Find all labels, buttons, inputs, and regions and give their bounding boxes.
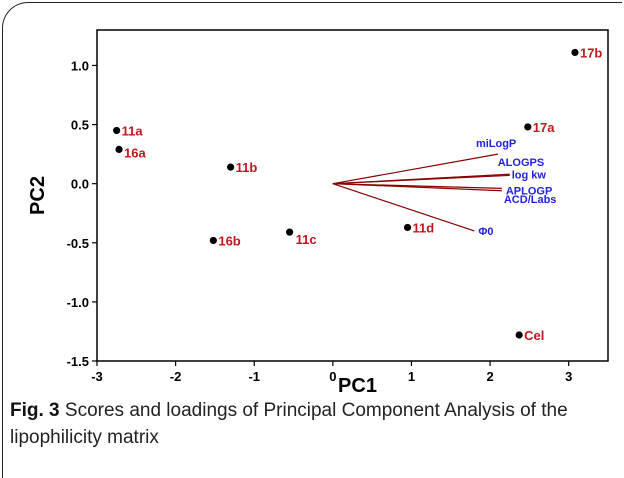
- score-point: [286, 228, 294, 236]
- score-point: [403, 223, 412, 232]
- loading-vector: [332, 174, 510, 185]
- loading-label: APLOGP: [506, 185, 552, 197]
- loading-vector: [332, 183, 475, 232]
- y-tick-label: -1.5: [67, 354, 89, 369]
- figure-caption: Fig. 3 Scores and loadings of Principal …: [10, 397, 610, 451]
- score-label: 11b: [236, 160, 258, 175]
- x-axis-title: PC1: [338, 375, 377, 397]
- pca-biplot: -3 -2 -1 0 1 2 3 -1.5 -1.0 -0.5 0.0 0.5 1.0 PC1 PC2 mi…: [27, 29, 609, 397]
- x-tick-label: -3: [91, 369, 103, 384]
- score-point: [115, 145, 123, 153]
- score-label: 11c: [296, 232, 317, 247]
- scores-layer: 11a 16a 11b 16b 11c 11d 17a 17b Cel: [113, 45, 602, 343]
- score-point: [209, 236, 217, 245]
- x-tick-label: 2: [486, 369, 493, 384]
- loading-label: Φ0: [478, 226, 493, 238]
- y-axis-title: PC2: [27, 176, 49, 215]
- score-point: [113, 126, 121, 135]
- loading-label: log kw: [512, 169, 547, 181]
- y-tick-label: -1.0: [67, 295, 89, 310]
- y-tick-label: -0.5: [67, 236, 89, 251]
- x-tick-label: 0: [329, 369, 336, 384]
- caption-text: Scores and loadings of Principal Compone…: [10, 400, 568, 448]
- score-point: [571, 48, 579, 57]
- loading-label: ALOGPS: [498, 157, 544, 169]
- score-label: 11d: [413, 220, 435, 235]
- caption-label: Fig. 3: [10, 400, 60, 421]
- score-label: Cel: [524, 328, 544, 343]
- loading-vector: [332, 183, 502, 192]
- loading-vector: [332, 153, 499, 185]
- score-point: [524, 123, 532, 131]
- score-point: [227, 163, 235, 171]
- score-label: 11a: [122, 123, 144, 138]
- x-tick-label: -1: [248, 369, 260, 384]
- loading-label: ACD/Labs: [504, 194, 557, 206]
- y-tick-label: 1.0: [71, 58, 89, 73]
- score-label: 17a: [533, 120, 555, 135]
- x-tick-label: 3: [565, 369, 572, 384]
- x-tick-label: 1: [408, 369, 415, 384]
- score-label: 17b: [580, 45, 602, 60]
- score-point: [515, 331, 523, 339]
- score-label: 16b: [218, 233, 240, 248]
- plot-frame: [96, 29, 609, 362]
- loading-label: miLogP: [476, 138, 516, 150]
- x-tick-label: -2: [170, 369, 182, 384]
- score-label: 16a: [124, 145, 146, 160]
- y-tick-label: 0.0: [71, 177, 89, 192]
- axes: -3 -2 -1 0 1 2 3 -1.5 -1.0 -0.5 0.0 0.5 1.0 PC1 PC2: [27, 29, 609, 397]
- y-tick-label: 0.5: [71, 118, 89, 133]
